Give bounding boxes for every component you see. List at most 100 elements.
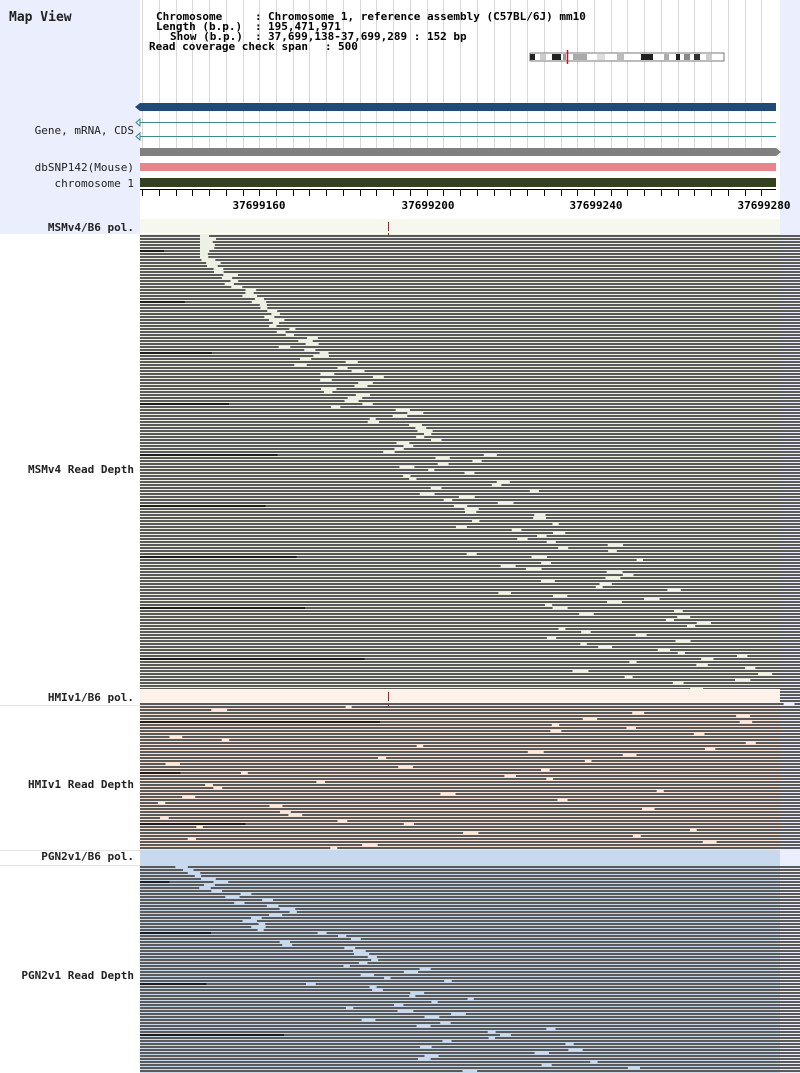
read-segment (140, 535, 538, 537)
read-segment (140, 968, 420, 970)
read-segment (640, 835, 800, 837)
axis-tick-label: 37699280 (737, 199, 791, 212)
read-segment (140, 1058, 418, 1060)
read-segment (296, 911, 800, 913)
read-segment (140, 808, 643, 810)
read-segment (644, 712, 800, 714)
read-segment (416, 478, 800, 480)
msm-depth-label: MSMv4 Read Depth (28, 463, 134, 476)
read-segment (567, 799, 800, 801)
read-segment (455, 793, 800, 795)
read-segment (355, 947, 800, 949)
read-segment (140, 376, 373, 378)
read-segment (210, 887, 800, 889)
read-segment (140, 352, 320, 354)
read-segment (140, 664, 697, 666)
read-segment (140, 878, 202, 880)
read-segment (140, 893, 241, 895)
hmi-depth-label: HMIv1 Read Depth (28, 778, 134, 791)
read-segment (378, 959, 800, 961)
read-segment (140, 322, 273, 324)
read-segment (140, 460, 473, 462)
read-segment (140, 727, 627, 729)
read-segment-dark (140, 658, 365, 660)
read-segment (140, 562, 542, 564)
read-segment (450, 1022, 800, 1024)
read-segment (232, 277, 800, 279)
read-segment (140, 911, 290, 913)
chromosome-key: Chromosome (156, 10, 223, 23)
read-segment (140, 361, 346, 363)
read-segment (749, 715, 800, 717)
read-segment (140, 838, 188, 840)
read-segment (165, 802, 800, 804)
read-segment (654, 808, 800, 810)
read-segment-dark (140, 1034, 284, 1036)
read-segment (376, 956, 800, 958)
read-segment (140, 739, 222, 741)
read-segment (222, 787, 800, 789)
pgn-pol-label: PGN2v1/B6 pol. (41, 850, 134, 863)
read-segment (696, 829, 800, 831)
read-segment (140, 319, 269, 321)
read-segment (200, 872, 800, 874)
read-segment (140, 565, 501, 567)
read-segment (602, 586, 800, 588)
read-segment (140, 271, 215, 273)
read-segment (140, 382, 359, 384)
read-segment (590, 631, 800, 633)
read-segment (140, 499, 444, 501)
read-segment (140, 941, 280, 943)
depth-background (140, 705, 780, 850)
read-segment (140, 947, 345, 949)
read-segment (140, 736, 170, 738)
read-segment (467, 505, 800, 507)
read-segment (573, 1043, 800, 1045)
read-segment (140, 884, 205, 886)
read-segment (140, 241, 200, 243)
read-segment (415, 995, 800, 997)
read-segment-dark (140, 772, 181, 774)
read-segment (588, 670, 800, 672)
read-segment (140, 929, 258, 931)
read-segment (292, 944, 800, 946)
read-segment (680, 589, 800, 591)
read-segment (495, 1031, 800, 1033)
read-segment (140, 253, 200, 255)
header-right-strip (780, 0, 800, 234)
gene-track-arrow (135, 103, 140, 111)
read-segment (432, 430, 800, 432)
read-segment (421, 424, 800, 426)
read-segment (521, 529, 800, 531)
read-segment (553, 778, 800, 780)
read-segment (633, 574, 800, 576)
read-segment (140, 703, 784, 705)
read-segment (622, 571, 800, 573)
read-segment (434, 469, 800, 471)
read-segment (673, 619, 800, 621)
read-segment (659, 598, 800, 600)
read-segment (140, 655, 737, 657)
read-segment (597, 718, 800, 720)
read-segment (586, 643, 800, 645)
read-segment (140, 866, 176, 868)
read-segment (253, 292, 800, 294)
read-segment (140, 328, 290, 330)
read-segment (278, 905, 800, 907)
read-segment (140, 637, 547, 639)
length-key: Length (b.p.) (156, 20, 243, 33)
read-segment (238, 280, 800, 282)
read-segment (140, 896, 226, 898)
read-segment (441, 487, 800, 489)
read-segment (140, 670, 573, 672)
read-segment (140, 814, 289, 816)
read-segment (670, 649, 800, 651)
read-segment-dark (140, 505, 266, 507)
coverage-value: 500 (338, 40, 358, 53)
read-segment (140, 502, 498, 504)
read-segment (140, 373, 321, 375)
read-segment (140, 568, 526, 570)
read-segment (612, 646, 800, 648)
read-segment (383, 376, 800, 378)
read-segment (140, 490, 530, 492)
